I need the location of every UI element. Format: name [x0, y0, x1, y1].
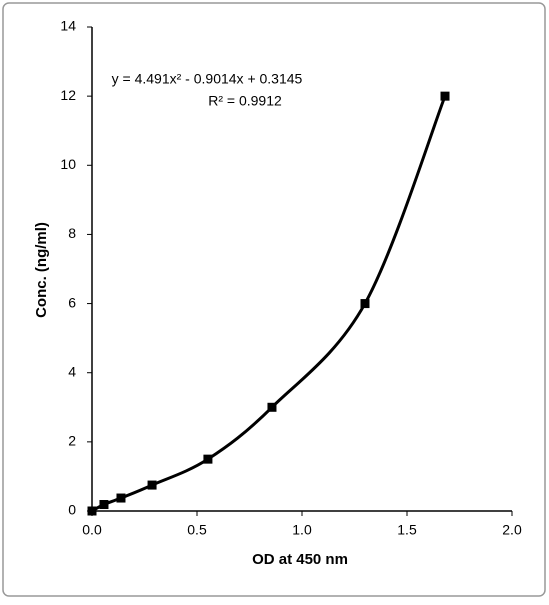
marker	[116, 493, 126, 503]
y-tick-label: 12	[60, 87, 76, 103]
y-axis-title: Conc. (ng/ml)	[33, 222, 50, 318]
x-axis-title: OD at 450 nm	[252, 551, 348, 568]
x-tick-label: 1.5	[397, 522, 417, 538]
x-tick-label: 1.0	[292, 522, 312, 538]
x-tick-label: 0.0	[82, 522, 102, 538]
y-tick-label: 14	[60, 18, 76, 34]
y-tick-label: 4	[68, 363, 76, 379]
marker	[440, 91, 450, 101]
marker	[99, 500, 109, 510]
marker	[87, 506, 97, 516]
x-tick-label: 0.5	[187, 522, 207, 538]
r-squared: R² = 0.9912	[208, 93, 282, 109]
marker	[147, 480, 157, 490]
y-tick-label: 2	[68, 433, 76, 449]
y-tick-label: 0	[68, 502, 76, 518]
marker	[360, 299, 370, 309]
marker	[267, 402, 277, 412]
y-tick-label: 10	[60, 156, 76, 172]
chart-frame	[2, 2, 546, 597]
marker	[203, 454, 213, 464]
y-tick-label: 8	[68, 225, 76, 241]
x-tick-label: 2.0	[502, 522, 522, 538]
y-tick-label: 6	[68, 294, 76, 310]
equation: y = 4.491x² - 0.9014x + 0.3145	[112, 71, 303, 87]
